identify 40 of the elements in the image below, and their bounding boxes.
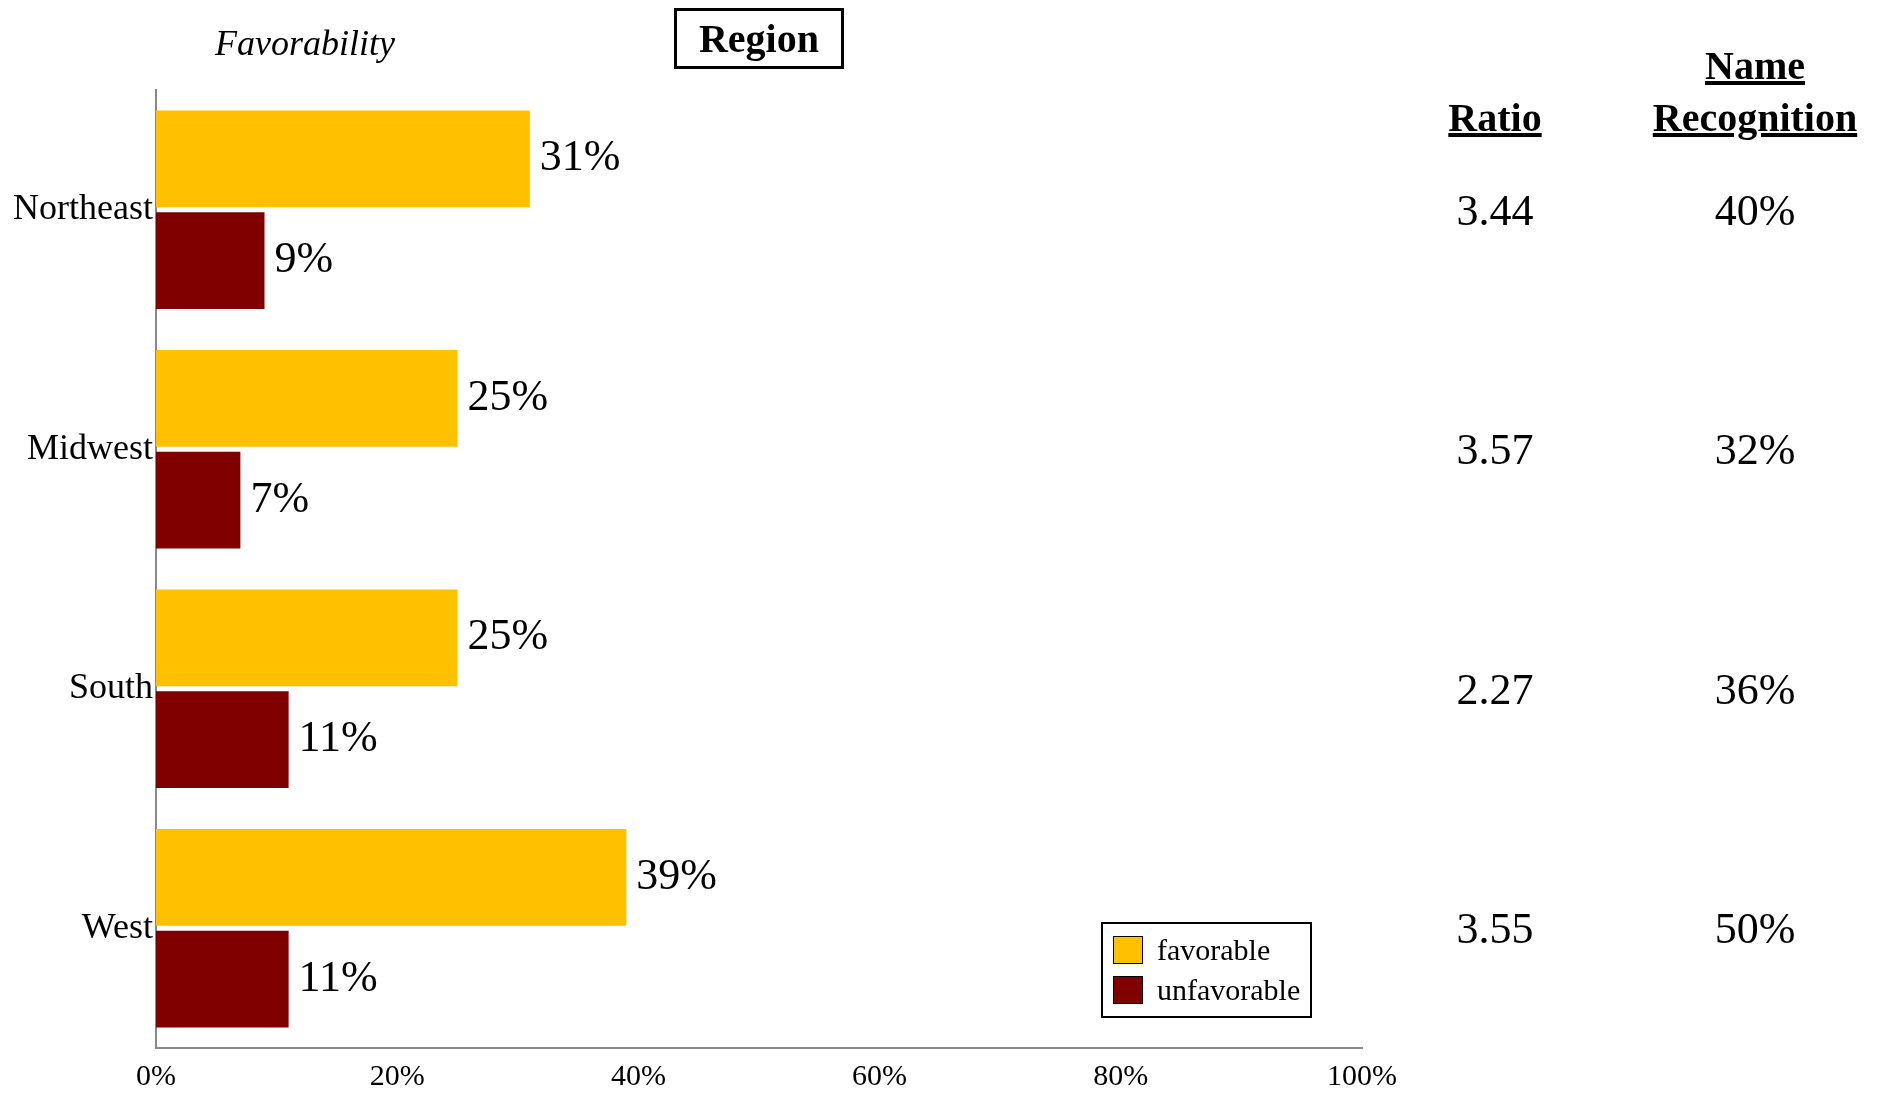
- data-label: 31%: [539, 131, 621, 181]
- text: Name Recognition: [1651, 42, 1859, 142]
- data-label: 25%: [467, 370, 549, 420]
- bar: [155, 829, 627, 926]
- y-tick-label: South: [68, 666, 153, 707]
- y-tick-label: West: [81, 905, 153, 946]
- text: 3.57: [1456, 423, 1534, 475]
- text: 36%: [1714, 663, 1796, 715]
- data-label: 7%: [250, 472, 310, 522]
- text: 2.27: [1456, 663, 1534, 715]
- bar: [155, 451, 241, 549]
- y-tick-label: Midwest: [26, 426, 153, 467]
- text: 3.55: [1456, 902, 1534, 954]
- y-tick-label: Northeast: [12, 187, 153, 228]
- chart-title: Region: [673, 8, 844, 69]
- bar: [155, 350, 458, 447]
- data-label: 39%: [636, 849, 717, 899]
- bar: [155, 930, 289, 1028]
- x-tick-label: 0%: [135, 1057, 176, 1091]
- bar: [155, 589, 458, 687]
- bar: [155, 110, 530, 208]
- data-label: 25%: [467, 610, 549, 660]
- text: Ratio: [1448, 94, 1542, 142]
- x-tick-label: 80%: [1093, 1057, 1149, 1091]
- text: 32%: [1714, 423, 1796, 475]
- text: 40%: [1714, 184, 1796, 236]
- legend-label: favorable: [1157, 932, 1271, 968]
- x-tick-label: 60%: [852, 1057, 908, 1091]
- bar: [155, 212, 265, 309]
- legend-label: unfavorable: [1157, 972, 1301, 1008]
- x-tick-label: 100%: [1327, 1057, 1397, 1091]
- x-tick-label: 20%: [369, 1057, 425, 1091]
- text: 3.44: [1456, 184, 1534, 236]
- data-label: 11%: [298, 712, 378, 762]
- x-tick-label: 40%: [610, 1057, 666, 1091]
- data-label: 11%: [298, 951, 378, 1001]
- text: 50%: [1714, 902, 1796, 954]
- bar: [155, 691, 289, 788]
- y-axis-title: Favorability: [215, 22, 395, 64]
- data-label: 9%: [274, 233, 334, 283]
